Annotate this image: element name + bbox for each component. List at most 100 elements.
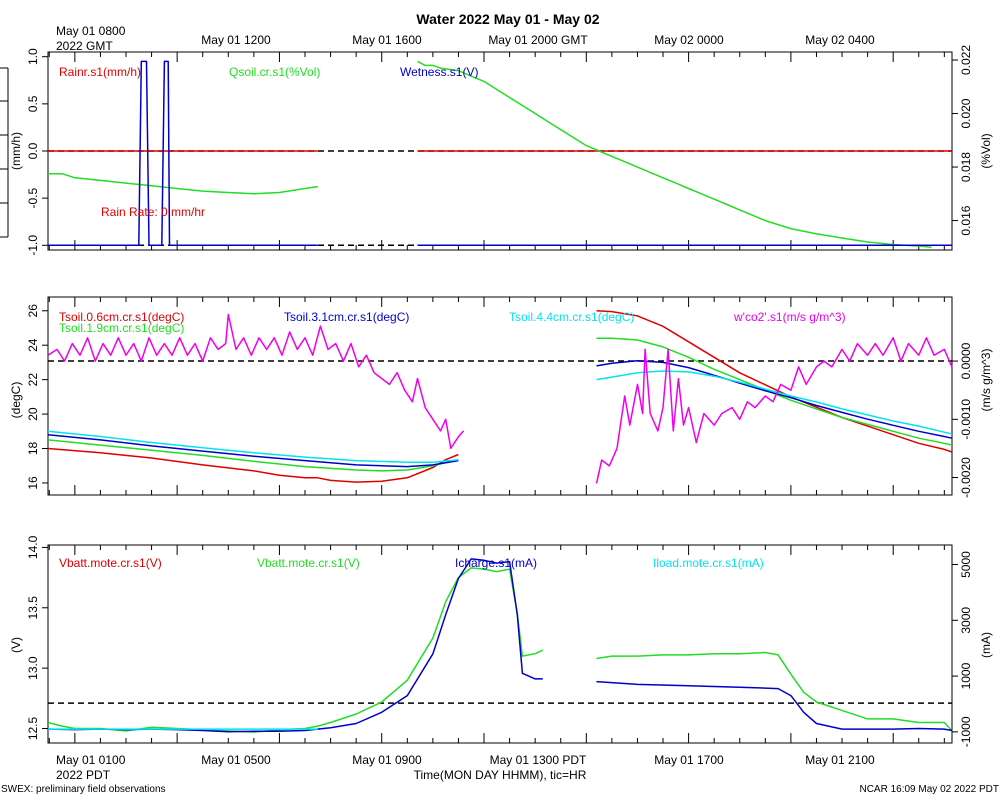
y-tick-label-right: 5000 bbox=[959, 551, 973, 578]
x-ticks bbox=[48, 545, 945, 743]
legend-label-rainr: Rainr.s1(mm/h) bbox=[59, 65, 141, 79]
y-tick-label-left: 22 bbox=[26, 373, 40, 387]
reference-lines bbox=[48, 150, 952, 247]
series-line-green-1-0 bbox=[47, 439, 459, 472]
legend-label-wco2: w'co2'.s1(m/s g/m^3) bbox=[733, 310, 846, 324]
panel-water: 1.0 0.5 0.0 -0.5 -1.0 0.022 0.020 0.018 0.016 (… bbox=[0, 45, 993, 256]
y-tick-label-right: -1000 bbox=[959, 716, 973, 747]
y-axis-label-left: (mm/h) bbox=[9, 132, 23, 170]
y-tick-label-left: 20 bbox=[26, 407, 40, 421]
y-ticks-left: 1.0 0.5 0.0 -0.5 -1.0 bbox=[26, 48, 48, 256]
y-tick-label-left: -1.0 bbox=[26, 235, 40, 256]
series-line-red-0-0 bbox=[47, 447, 459, 483]
y-axis-label-right: (mA) bbox=[979, 632, 993, 658]
y-tick-label-right: 0.022 bbox=[959, 45, 973, 75]
legend-label-tsoil-0-6: Tsoil.0.6cm.cr.s1(degC) bbox=[59, 310, 184, 324]
bottom-axis-first-label-line1: May 01 0100 bbox=[56, 753, 126, 767]
legend-label-tsoil-4-4: Tsoil.4.4cm.cr.s1(degC) bbox=[509, 310, 634, 324]
y-axis-label-left: (V) bbox=[9, 637, 23, 653]
y-tick-label-right: -0.0010 bbox=[959, 399, 973, 440]
y-ticks-left: 14.0 13.5 13.0 12.5 bbox=[26, 535, 48, 740]
legend-label-vbatt-green: Vbatt.mote.cr.s1(V) bbox=[257, 556, 360, 570]
series-line-blue-2-1 bbox=[596, 680, 953, 732]
y-tick-label-right: 0.018 bbox=[959, 152, 973, 182]
y-axis-label-right: (%Vol) bbox=[979, 133, 993, 168]
y-ticks-right: 0.0000 -0.0010 -0.0020 bbox=[952, 342, 973, 498]
series-line-cyan-3-0 bbox=[47, 430, 459, 464]
panel-frame bbox=[47, 544, 953, 744]
y-tick-label-left: 16 bbox=[26, 476, 40, 490]
y-tick-label-right: 0.0000 bbox=[959, 342, 973, 379]
series-line-magenta-4-1 bbox=[595, 337, 953, 484]
legend-label-tsoil-3-1: Tsoil.3.1cm.cr.s1(degC) bbox=[284, 310, 409, 324]
left-edge-ticks bbox=[0, 67, 9, 238]
series-line-green-1-0 bbox=[48, 172, 318, 195]
top-axis-label: May 02 0400 bbox=[805, 33, 875, 47]
y-ticks-right: 0.022 0.020 0.018 0.016 bbox=[952, 45, 973, 236]
legend-label-wetness: Wetness.s1(V) bbox=[400, 65, 478, 79]
footer-left: SWEX: preliminary field observations bbox=[1, 784, 166, 795]
series-line-green-1-1 bbox=[417, 60, 932, 249]
series-lines bbox=[47, 310, 953, 484]
series-lines bbox=[47, 558, 953, 733]
bottom-axis-label: May 01 0900 bbox=[352, 753, 422, 767]
panel-power: 14.0 13.5 13.0 12.5 5000 3000 1000 -1000 (V) (… bbox=[9, 535, 993, 747]
y-tick-label-left: 12.5 bbox=[26, 717, 40, 741]
bottom-axis-first-label-line2: 2022 PDT bbox=[56, 768, 111, 782]
bottom-axis-label: May 01 0500 bbox=[201, 753, 271, 767]
y-tick-label-left: 14.0 bbox=[26, 535, 40, 559]
y-tick-label-left: 18 bbox=[26, 442, 40, 456]
series-lines bbox=[48, 60, 952, 249]
legend-label-iload: Iload.mote.cr.s1(mA) bbox=[653, 556, 764, 570]
top-axis-label: May 02 0000 bbox=[654, 33, 724, 47]
y-tick-label-right: -0.0020 bbox=[959, 457, 973, 498]
top-axis-label: May 01 1600 bbox=[352, 33, 422, 47]
y-tick-label-right: 0.020 bbox=[959, 98, 973, 128]
y-tick-label-left: 13.5 bbox=[26, 596, 40, 620]
panel-frame bbox=[47, 296, 953, 496]
legend-label-tsoil-1-9: Tsoil.1.9cm.cr.s1(degC) bbox=[59, 321, 184, 335]
x-ticks bbox=[48, 52, 945, 250]
chart-title: Water 2022 May 01 - May 02 bbox=[416, 11, 599, 27]
series-line-green-1-0 bbox=[47, 567, 544, 733]
y-tick-label-left: 0.0 bbox=[26, 142, 40, 159]
bottom-axis-label: May 01 1700 bbox=[654, 753, 724, 767]
series-line-cyan-3-1 bbox=[596, 370, 953, 435]
y-tick-label-left: 1.0 bbox=[26, 48, 40, 65]
y-tick-label-left: -0.5 bbox=[26, 187, 40, 208]
rain-rate-annotation: Rain Rate: 0 mm/hr bbox=[101, 205, 205, 219]
top-axis-first-label-line2: 2022 GMT bbox=[56, 39, 113, 53]
legend-label-qsoil: Qsoil.cr.s1(%Vol) bbox=[229, 65, 320, 79]
series-line-red-0-1 bbox=[596, 310, 953, 453]
footer-right: NCAR 16:09 May 02 2022 PDT bbox=[859, 784, 999, 795]
series-line-green-1-1 bbox=[596, 337, 953, 446]
legend-label-vbatt-red: Vbatt.mote.cr.s1(V) bbox=[59, 556, 162, 570]
top-axis-label: May 01 2000 GMT bbox=[488, 33, 588, 47]
x-axis-label: Time(MON DAY HHMM), tic=HR bbox=[414, 768, 587, 782]
y-tick-label-left: 26 bbox=[26, 304, 40, 318]
series-line-green-1-1 bbox=[596, 651, 953, 732]
y-axis-label-right: (m/s g/m^3) bbox=[979, 349, 993, 412]
y-axis-label-left: (degC) bbox=[9, 382, 23, 419]
y-tick-label-left: 0.5 bbox=[26, 95, 40, 112]
y-tick-label-right: 1000 bbox=[959, 662, 973, 689]
top-axis-first-label-line1: May 01 0800 bbox=[56, 24, 126, 38]
series-line-blue-2-1 bbox=[596, 359, 953, 439]
legend-label-icharge: Icharge.s1(mA) bbox=[455, 556, 537, 570]
series-line-blue-2-0 bbox=[48, 60, 318, 247]
y-tick-label-right: 3000 bbox=[959, 607, 973, 634]
series-line-blue-2-0 bbox=[47, 558, 543, 733]
y-tick-label-left: 13.0 bbox=[26, 656, 40, 680]
panel-soil-temperature: 26 24 22 20 18 16 0.0000 -0.0010 -0.0020 (degC)… bbox=[9, 296, 993, 498]
y-ticks-left: 26 24 22 20 18 16 bbox=[26, 304, 48, 490]
y-ticks-right: 5000 3000 1000 -1000 bbox=[952, 551, 973, 747]
y-tick-label-right: 0.016 bbox=[959, 205, 973, 235]
top-axis-label: May 01 1200 bbox=[201, 33, 271, 47]
bottom-axis-label: May 01 2100 bbox=[805, 753, 875, 767]
series-line-blue-2-0 bbox=[47, 433, 459, 468]
series-line-magenta-4-0 bbox=[47, 313, 465, 450]
bottom-axis-label: May 01 1300 PDT bbox=[490, 753, 587, 767]
x-ticks bbox=[48, 297, 945, 495]
y-tick-label-left: 24 bbox=[26, 338, 40, 352]
